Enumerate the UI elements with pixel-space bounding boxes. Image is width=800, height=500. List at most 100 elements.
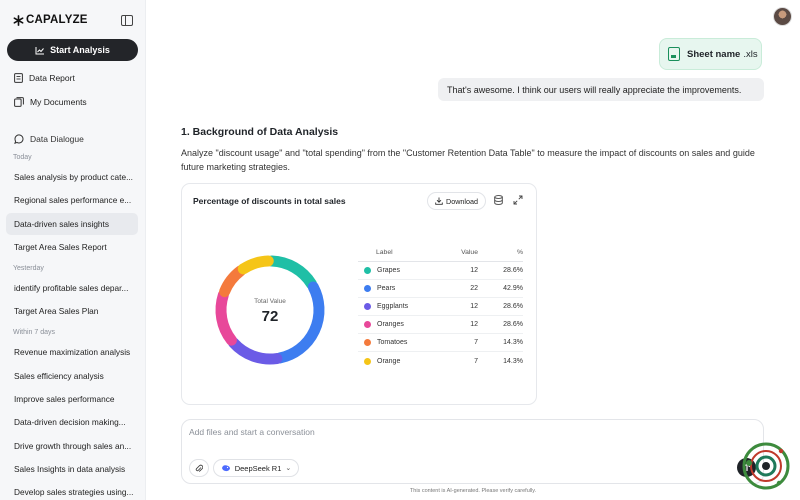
avatar[interactable]	[773, 7, 792, 26]
group-yesterday-label: Yesterday	[13, 265, 44, 272]
legend-row: Grapes 12 28.6%	[358, 262, 523, 280]
legend-color-swatch	[364, 321, 371, 328]
history-item[interactable]: Target Area Sales Report	[14, 242, 107, 252]
donut-slice-oranges[interactable]	[215, 289, 237, 346]
legend-percent: 14.3%	[503, 339, 523, 346]
history-item[interactable]: Drive growth through sales an...	[14, 441, 132, 451]
download-icon	[435, 197, 443, 205]
history-item[interactable]: Develop sales strategies using...	[14, 487, 134, 497]
chart-title: Percentage of discounts in total sales	[193, 196, 346, 206]
legend-percent: 28.6%	[503, 303, 523, 310]
ai-disclaimer: This content is AI-generated. Please ver…	[409, 488, 537, 494]
history-item[interactable]: Target Area Sales Plan	[14, 306, 99, 316]
legend-label: Oranges	[377, 321, 404, 328]
brand-logo[interactable]: CAPALYZE	[13, 14, 88, 26]
report-icon	[14, 73, 23, 83]
start-analysis-label: Start Analysis	[50, 45, 110, 55]
brand-name: CAPALYZE	[26, 14, 88, 26]
donut-slice-grapes[interactable]	[266, 255, 318, 290]
history-item[interactable]: Data-driven decision making...	[14, 417, 126, 427]
header-percent: %	[516, 249, 523, 256]
database-icon[interactable]	[494, 195, 503, 205]
download-button[interactable]: Download	[427, 192, 486, 210]
history-item[interactable]: Sales efficiency analysis	[14, 371, 104, 381]
legend-color-swatch	[364, 339, 371, 346]
legend-percent: 42.9%	[503, 285, 523, 292]
header-value: Value	[461, 249, 478, 256]
history-item[interactable]: Sales Insights in data analysis	[14, 464, 126, 474]
history-item[interactable]: Improve sales performance	[14, 394, 115, 404]
legend-value: 22	[470, 285, 478, 292]
file-extension: .xls	[743, 48, 758, 60]
legend-color-swatch	[364, 303, 371, 310]
nav-data-report[interactable]: Data Report	[14, 73, 75, 83]
legend-value: 7	[474, 357, 478, 365]
paperclip-icon	[195, 464, 203, 472]
chart-icon	[35, 46, 45, 54]
asterisk-logo-icon	[13, 14, 24, 26]
group-within7-label: Within 7 days	[13, 329, 56, 336]
sidebar: CAPALYZE Start Analysis Data Report My D…	[0, 0, 146, 500]
legend-label-cell: Tomatoes	[358, 339, 438, 346]
nav-label: Data Report	[29, 73, 75, 83]
legend-label-cell: Pears	[358, 285, 438, 292]
history-item[interactable]: identify profitable sales depar...	[14, 283, 129, 293]
history-item[interactable]: Regional sales performance e...	[14, 195, 132, 205]
donut-chart	[215, 255, 325, 365]
group-today-label: Today	[13, 154, 32, 161]
sidebar-toggle-icon[interactable]	[121, 14, 133, 26]
legend-table-header: Label Value %	[358, 244, 523, 262]
legend-label: Tomatoes	[377, 339, 408, 346]
donut-slice-eggplants[interactable]	[228, 337, 283, 365]
legend-value: 12	[470, 267, 478, 274]
legend-value: 12	[470, 321, 478, 328]
legend-row: Orange 7 14.3%	[358, 352, 523, 370]
legend-value: 7	[474, 339, 478, 346]
legend-row: Oranges 12 28.6%	[358, 316, 523, 334]
legend-label-cell: Grapes	[358, 267, 438, 274]
legend-label: Grapes	[377, 267, 400, 274]
section-label: Data Dialogue	[30, 134, 84, 144]
message-input[interactable]: Add files and start a conversation	[189, 427, 315, 437]
history-item[interactable]: Revenue maximization analysis	[14, 347, 131, 357]
model-label: DeepSeek R1	[234, 463, 282, 473]
chart-card: Percentage of discounts in total sales D…	[181, 183, 537, 405]
donut-slice-tomatoes[interactable]	[219, 265, 247, 298]
donut-slice-pears[interactable]	[274, 281, 325, 364]
response-paragraph: Analyze "discount usage" and "total spen…	[181, 148, 755, 172]
legend-row: Pears 22 42.9%	[358, 280, 523, 298]
response-heading: 1. Background of Data Analysis	[181, 126, 339, 138]
file-name: Sheet name	[687, 48, 741, 60]
legend-label: Orange	[377, 357, 401, 365]
chevron-down-icon: ⌄	[285, 465, 292, 472]
user-message: That's awesome. I think our users will r…	[438, 78, 764, 101]
legend-label: Eggplants	[377, 303, 409, 310]
attached-file-chip[interactable]: Sheet name .xls	[659, 38, 762, 70]
spreadsheet-file-icon	[668, 47, 680, 61]
header-label: Label	[376, 249, 393, 256]
attach-button[interactable]	[189, 459, 209, 477]
chat-bubble-icon	[14, 134, 24, 144]
legend-table-body: Grapes 12 28.6% Pears 22 42.9% Eggplants 12 28.6…	[358, 262, 523, 370]
legend-color-swatch	[364, 267, 371, 274]
legend-row: Tomatoes 7 14.3%	[358, 334, 523, 352]
legend-label: Pears	[377, 285, 396, 292]
history-item[interactable]: Sales analysis by product cate...	[14, 172, 133, 182]
assistant-bubble-icon[interactable]	[741, 441, 791, 491]
nav-label: My Documents	[30, 97, 87, 107]
composer: Add files and start a conversation DeepS…	[181, 419, 764, 484]
history-item-active[interactable]: Data-driven sales insights	[6, 213, 138, 235]
expand-icon[interactable]	[513, 195, 523, 205]
whale-icon	[221, 465, 230, 472]
download-label: Download	[446, 196, 478, 206]
legend-color-swatch	[364, 357, 371, 365]
donut-center-label: Total Value	[254, 298, 286, 305]
legend-value: 12	[470, 303, 478, 310]
model-selector[interactable]: DeepSeek R1 ⌄	[213, 459, 299, 477]
nav-my-documents[interactable]: My Documents	[14, 97, 87, 107]
start-analysis-button[interactable]: Start Analysis	[7, 39, 138, 61]
data-dialogue-header: Data Dialogue	[14, 134, 84, 144]
donut-slice-orange[interactable]	[237, 255, 274, 275]
legend-percent: 28.6%	[503, 267, 523, 274]
legend-label-cell: Oranges	[358, 321, 438, 328]
